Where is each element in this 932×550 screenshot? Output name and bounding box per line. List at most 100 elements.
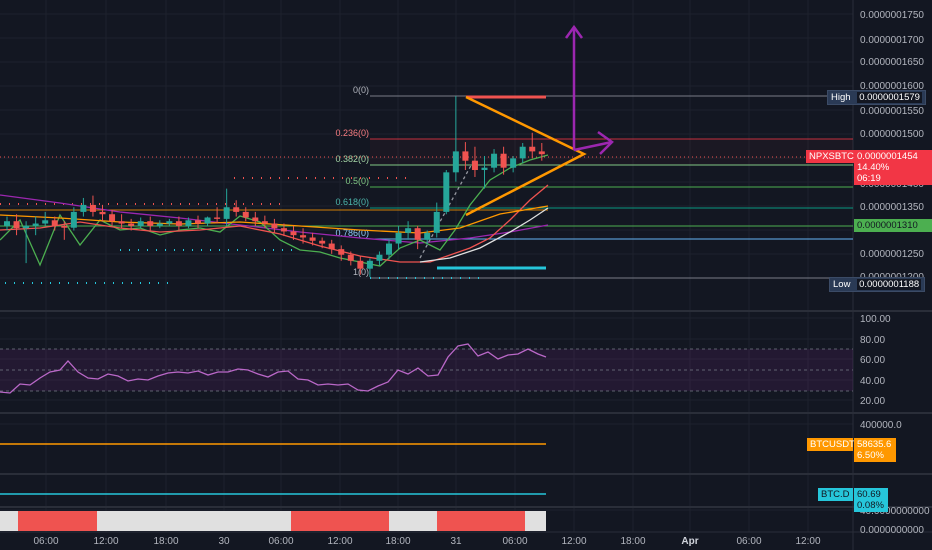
time-tick: 18:00 (153, 536, 179, 547)
time-tick: 18:00 (385, 536, 411, 547)
btcusdt-value-badge: 58635.6 6.50% (854, 438, 896, 462)
candle-body (338, 249, 345, 255)
bottom-tick: 0.0000000000 (860, 525, 924, 536)
candle-body (510, 158, 517, 168)
price-tick: 0.0000001750 (860, 10, 924, 21)
candle-body (309, 237, 316, 241)
candle-body (42, 220, 49, 224)
candle-body (538, 151, 545, 155)
bar-countdown: 06:19 (857, 173, 881, 184)
candle-body (414, 228, 421, 240)
candle-body (175, 221, 182, 226)
candle-body (204, 217, 211, 224)
fib-label: 0.382(0) (335, 154, 369, 164)
candle-body (395, 232, 402, 244)
price-tick: 0.0000001500 (860, 129, 924, 140)
chart-background (0, 0, 853, 550)
rsi-tick: 40.00 (860, 376, 885, 387)
candle-body (4, 221, 10, 226)
candle-body (80, 204, 87, 212)
candle-body (424, 232, 431, 240)
triangle-pattern[interactable] (465, 95, 587, 217)
time-tick: 06:00 (268, 536, 294, 547)
candle-body (443, 172, 450, 212)
price-tick: 0.0000001700 (860, 35, 924, 46)
btcd-tick: 40.0000000000 (860, 506, 930, 517)
price-tick: 0.0000001350 (860, 202, 924, 213)
candle-body (357, 260, 364, 269)
candle-body (300, 235, 307, 238)
time-tick: 18:00 (620, 536, 646, 547)
last-price-value: 0.0000001454 14.40% 06:19 (854, 150, 932, 185)
time-tick: 30 (218, 536, 230, 547)
low-label: Low (833, 279, 851, 290)
high-value: 0.0000001579 (857, 92, 922, 103)
candle-body (109, 214, 116, 222)
last-price: 0.0000001454 (857, 151, 918, 162)
low-value: 0.0000001188 (857, 279, 922, 290)
drawings[interactable] (437, 24, 614, 270)
last-price-badge: NPXSBTC (806, 150, 854, 163)
candle-body (290, 231, 297, 236)
candle-body (156, 223, 163, 226)
last-change: 14.40% (857, 162, 890, 173)
candle-body (61, 225, 68, 228)
session-bar (0, 511, 546, 531)
candle-body (386, 243, 392, 255)
time-tick: 12:00 (561, 536, 587, 547)
candle-body (32, 223, 39, 226)
candle-body (519, 146, 526, 159)
candle-body (433, 211, 440, 233)
dotted-levels (0, 177, 480, 284)
price-tick: 0.0000001650 (860, 57, 924, 68)
time-tick: 12:00 (795, 536, 821, 547)
high-label: High (831, 92, 851, 103)
candle-body (128, 223, 135, 226)
price-tick: 0.0000001550 (860, 106, 924, 117)
candle-body (233, 207, 240, 212)
rsi-pane[interactable] (0, 343, 853, 394)
time-tick: 31 (450, 536, 462, 547)
candle-body (137, 221, 144, 226)
candle-body (195, 220, 201, 224)
candle-body (13, 221, 20, 229)
candle-body (51, 220, 58, 226)
time-tick: 12:00 (327, 536, 353, 547)
time-tick: 06:00 (502, 536, 528, 547)
candle-body (347, 254, 354, 261)
candle-body (166, 221, 173, 224)
fib-label: 0.618(0) (335, 197, 369, 207)
fib-label: 1(0) (353, 267, 369, 277)
rsi-tick: 100.00 (860, 314, 891, 325)
candle-body (118, 221, 125, 224)
fib-label: 0(0) (353, 85, 369, 95)
candle-body (405, 228, 412, 233)
fib-label: 0.786(0) (335, 228, 369, 238)
btcusdt-tick: 400000.0 (860, 420, 902, 431)
candle-body (23, 225, 30, 229)
candle-body (280, 228, 287, 232)
rsi-tick: 20.00 (860, 396, 885, 407)
candle-body (214, 217, 221, 219)
candle-body (529, 146, 536, 152)
btcd-value-badge: 60.69 0.08% (854, 488, 888, 512)
candle-body (89, 204, 96, 212)
candle-body (261, 221, 268, 224)
candle-body (319, 240, 326, 244)
candles[interactable] (4, 96, 545, 278)
btcusdt-symbol-badge: BTCUSDT (807, 438, 855, 451)
rsi-tick: 80.00 (860, 335, 885, 346)
time-tick: Apr (681, 536, 699, 547)
time-tick: 12:00 (93, 536, 119, 547)
candle-body (328, 243, 335, 250)
rsi-tick: 60.00 (860, 355, 885, 366)
high-badge: High 0.0000001579 (827, 90, 926, 105)
breakout-arrow-right[interactable] (573, 140, 613, 152)
symbol-label: NPXSBTC (809, 151, 854, 162)
time-tick: 06:00 (33, 536, 59, 547)
time-tick: 06:00 (736, 536, 762, 547)
candle-body (471, 160, 478, 171)
candle-body (242, 211, 249, 218)
candle-body (185, 220, 192, 226)
